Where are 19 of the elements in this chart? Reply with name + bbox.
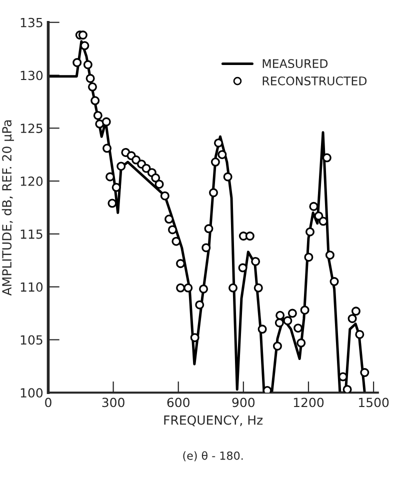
y-tick-label: 135	[20, 18, 42, 28]
y-tick-label: 110	[20, 282, 43, 292]
x-tick-label: 600	[167, 398, 190, 408]
y-tick-label: 105	[20, 335, 42, 345]
legend-label: RECONSTRUCTED	[262, 76, 367, 86]
y-axis-title: AMPLITUDE, dB, REF. 20 µPa	[2, 120, 14, 296]
y-tick-label: 130	[20, 70, 43, 80]
y-tick-label: 120	[20, 176, 43, 186]
x-tick-label: 300	[102, 398, 124, 408]
text: (e) θ - 180.	[183, 451, 243, 462]
x-tick-label: 1200	[294, 398, 324, 408]
x-axis-title: FREQUENCY, Hz	[164, 415, 263, 426]
y-tick-label: 115	[20, 230, 42, 239]
x-tick-label: 900	[232, 398, 255, 408]
x-tick-label: 1500	[359, 398, 389, 408]
x-tick-label: 0	[45, 398, 52, 408]
y-tick-label: 125	[20, 124, 42, 134]
y-tick-label: 100	[20, 388, 43, 398]
legend-label: MEASURED	[262, 59, 328, 68]
